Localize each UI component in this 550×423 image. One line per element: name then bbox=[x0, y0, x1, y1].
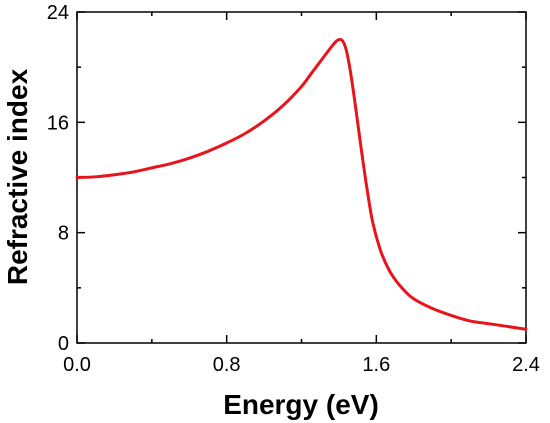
y-tick-label: 16 bbox=[47, 112, 69, 134]
tick-marks bbox=[76, 11, 527, 344]
x-tick-label: 1.6 bbox=[362, 354, 390, 376]
plot-area-frame bbox=[76, 11, 527, 344]
y-tick-label: 8 bbox=[58, 223, 69, 245]
x-tick-label: 0.8 bbox=[213, 354, 241, 376]
x-tick-label: 0.0 bbox=[63, 354, 91, 376]
y-tick-label: 0 bbox=[58, 333, 69, 355]
y-tick-label: 24 bbox=[47, 2, 69, 24]
x-tick-label: 2.4 bbox=[512, 354, 540, 376]
x-tick-labels: 0.0 0.8 1.6 2.4 bbox=[63, 354, 540, 376]
y-tick-labels: 0 8 16 24 bbox=[47, 2, 69, 355]
series-line bbox=[75, 37, 528, 331]
y-axis-title: Refractive index bbox=[2, 68, 33, 285]
x-axis-title: Energy (eV) bbox=[223, 389, 379, 420]
